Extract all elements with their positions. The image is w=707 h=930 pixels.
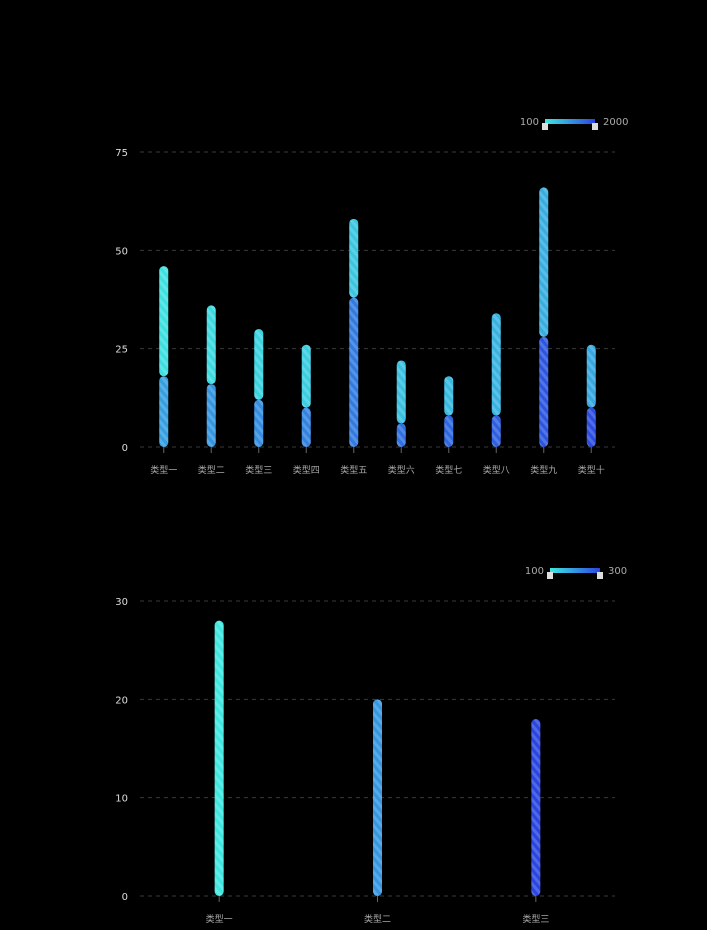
x-tick-label: 类型一 — [206, 913, 233, 925]
visual-map-slider[interactable]: 100 300 — [525, 566, 627, 579]
x-tick-label: 类型三 — [522, 913, 549, 925]
x-tick-label: 类型七 — [435, 464, 462, 476]
x-tick-label: 类型二 — [198, 464, 225, 476]
bar-series-2[interactable] — [206, 305, 216, 385]
visual-map-handle-min[interactable] — [542, 123, 548, 130]
bar-series-2[interactable] — [301, 344, 311, 408]
bar-series-2[interactable] — [491, 313, 501, 416]
bar-series-1[interactable] — [349, 297, 359, 447]
visual-map-handle-max[interactable] — [597, 572, 603, 579]
bar-series-2[interactable] — [539, 187, 549, 337]
bar-series-2[interactable] — [159, 266, 169, 377]
bar-series-1[interactable] — [491, 415, 501, 447]
bar-series-2[interactable] — [586, 344, 596, 408]
bar-series-1[interactable] — [586, 407, 596, 447]
y-tick-label: 10 — [115, 794, 128, 805]
bar-series-2[interactable] — [254, 329, 264, 400]
bar-series-1[interactable] — [396, 423, 406, 447]
visual-map-bar — [550, 568, 600, 573]
bar-series-2[interactable] — [396, 360, 406, 424]
x-tick-label: 类型十 — [578, 464, 605, 476]
visual-map-bar — [545, 119, 595, 124]
y-tick-label: 25 — [115, 345, 128, 356]
bar-series-1[interactable] — [444, 415, 454, 447]
bar-series-1[interactable] — [301, 407, 311, 447]
bar-series-1[interactable] — [214, 620, 224, 896]
y-tick-label: 30 — [115, 597, 128, 608]
y-tick-label: 50 — [115, 246, 128, 257]
x-tick-label: 类型二 — [364, 913, 391, 925]
chart-1: 0 25 50 75 100 2000 类型一 类型二 类型三 类型四 类型五 类型六 类型七 类型八 类型… — [115, 117, 628, 476]
chart-2: 0 10 20 30 100 300 类型一 类型二 类型三 — [115, 566, 627, 925]
x-tick-label: 类型五 — [340, 464, 367, 476]
x-tick-label: 类型一 — [150, 464, 177, 476]
visual-map-min-label: 100 — [525, 566, 544, 577]
y-tick-label: 0 — [122, 892, 128, 903]
x-tick-label: 类型三 — [245, 464, 272, 476]
bar-series-1[interactable] — [531, 719, 541, 896]
visual-map-handle-min[interactable] — [547, 572, 553, 579]
visual-map-handle-max[interactable] — [592, 123, 598, 130]
bar-series-2[interactable] — [349, 218, 359, 298]
x-tick-label: 类型八 — [483, 464, 510, 476]
y-tick-label: 20 — [115, 695, 128, 706]
x-tick-label: 类型六 — [388, 464, 415, 476]
x-tick-label: 类型四 — [293, 464, 320, 476]
bar-series-1[interactable] — [159, 376, 169, 447]
visual-map-max-label: 300 — [608, 566, 627, 577]
y-tick-label: 0 — [122, 443, 128, 454]
x-tick-label: 类型九 — [530, 464, 557, 476]
bar-series-1[interactable] — [254, 399, 264, 447]
bar-series-1[interactable] — [206, 384, 216, 447]
bar-series-1[interactable] — [539, 336, 549, 447]
visual-map-max-label: 2000 — [603, 117, 628, 128]
bar-series-1[interactable] — [373, 699, 382, 896]
bar-series-2[interactable] — [444, 376, 454, 416]
visual-map-min-label: 100 — [520, 117, 539, 128]
y-tick-label: 75 — [115, 148, 128, 159]
visual-map-slider[interactable]: 100 2000 — [520, 117, 629, 130]
